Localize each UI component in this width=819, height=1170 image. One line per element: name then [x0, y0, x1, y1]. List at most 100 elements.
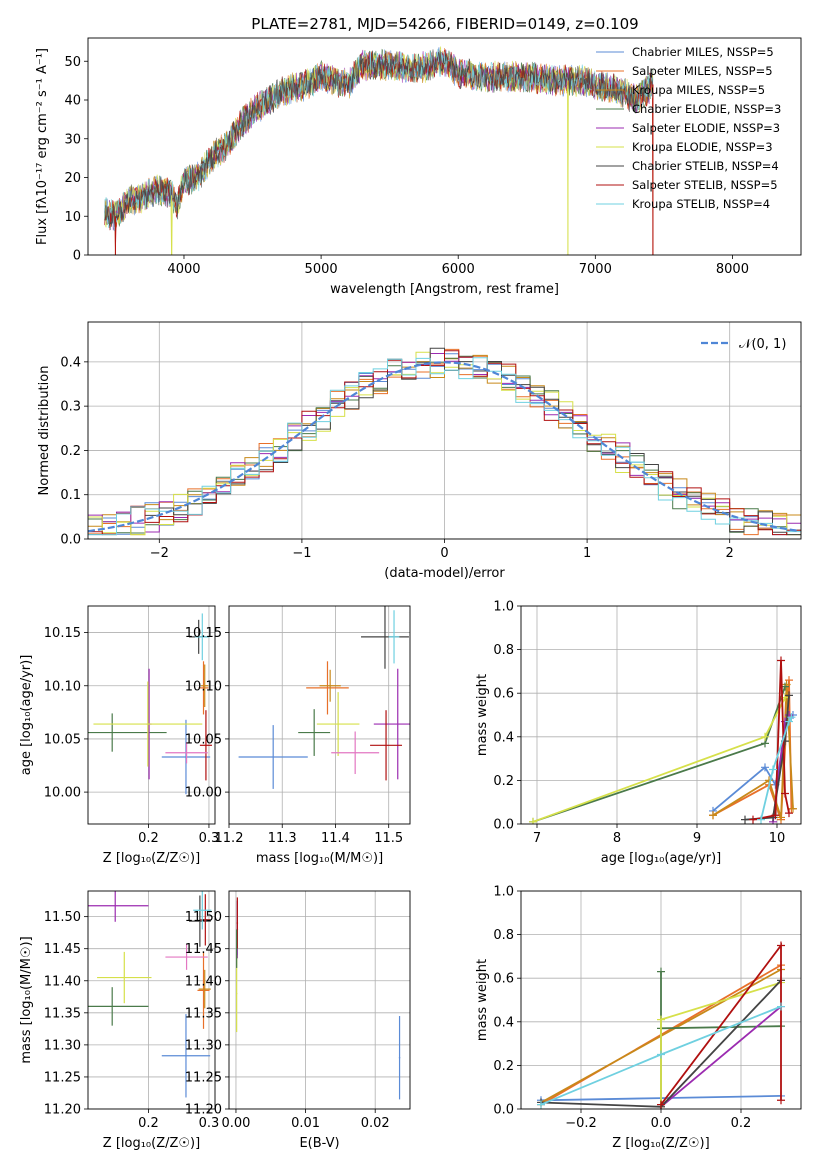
weight-marker	[785, 676, 793, 685]
y-axis-label: mass weight	[475, 674, 490, 756]
y-tick-label: 1.0	[493, 600, 514, 615]
axes-frame	[228, 890, 411, 1110]
weight-marker	[657, 1015, 665, 1024]
x-axis-label: Z [log₁₀(Z/Z☉)]	[612, 1136, 709, 1151]
normal-curve	[88, 361, 799, 533]
y-tick-label: 0.6	[493, 687, 514, 702]
x-tick-label: 0.2	[731, 1116, 752, 1131]
legend-label: Kroupa STELIB, NSSP=4	[632, 197, 770, 211]
weight-line-8	[760, 716, 793, 820]
y-tick-label: 11.45	[185, 942, 222, 957]
weight-marker	[771, 811, 780, 820]
y-tick-label: 0.8	[493, 928, 514, 943]
x-tick-label: 0	[440, 546, 448, 561]
y-tick-label: 11.30	[44, 1038, 81, 1053]
panel-age-vs-mass: 11.2 11.3 11.4 11.5 10.00 10.05 10.10 10.15 mass…	[185, 605, 411, 866]
axes-frame	[87, 321, 802, 540]
y-tick-label: 0.6	[493, 972, 514, 987]
y-tick-label: 11.25	[185, 1070, 222, 1085]
x-tick-label: 0.01	[291, 1116, 320, 1131]
weight-marker	[781, 789, 789, 798]
x-tick-label: 10	[769, 831, 786, 846]
x-tick-label: 0.3	[199, 831, 220, 846]
y-axis-label: Normed distribution	[37, 366, 52, 496]
y-tick-label: 0.2	[493, 1059, 514, 1074]
x-tick-label: 2	[726, 546, 734, 561]
legend-label: Chabrier ELODIE, NSSP=3	[632, 102, 781, 116]
y-tick-label: 0.8	[493, 643, 514, 658]
axes-frame	[87, 890, 216, 1110]
y-tick-label: 0.2	[60, 444, 81, 459]
y-tick-label: 1.0	[493, 885, 514, 900]
plot-area	[229, 891, 410, 1109]
weight-marker	[777, 941, 785, 950]
x-tick-label: −0.2	[565, 1116, 597, 1131]
axes-frame	[228, 605, 411, 825]
plot-area	[229, 606, 410, 824]
weight-line-5	[532, 697, 786, 823]
weight-marker	[789, 804, 797, 813]
panel-weight-vs-Z: −0.2 0.0 0.2 0.0 0.2 0.4 0.6 0.8 1.0 Z [log₁₀(Z/Z…	[475, 885, 802, 1151]
x-axis-label: E(B-V)	[299, 1136, 339, 1151]
legend-label: Kroupa ELODIE, NSSP=3	[632, 140, 773, 154]
x-tick-label: 0.00	[221, 1116, 250, 1131]
legend-label: Salpeter STELIB, NSSP=5	[632, 178, 778, 192]
y-tick-label: 10.15	[185, 626, 222, 641]
x-axis-label: Z [log₁₀(Z/Z☉)]	[103, 1136, 200, 1151]
panel-mass-vs-ebv: 0.00 0.01 0.02 11.20 11.25 11.30 11.35 11.40 11.…	[185, 890, 411, 1151]
weight-marker	[777, 1002, 785, 1011]
weight-marker	[787, 713, 796, 722]
legend-label: Salpeter MILES, NSSP=5	[632, 64, 773, 78]
spectrum-line-6	[104, 49, 654, 229]
y-tick-label: 0.4	[493, 730, 514, 745]
weight-marker	[537, 1100, 545, 1109]
y-tick-label: 0.2	[493, 774, 514, 789]
y-tick-label: 11.40	[185, 974, 222, 989]
x-tick-label: 1	[583, 546, 591, 561]
y-tick-label: 11.50	[185, 910, 222, 925]
axes-frame	[87, 37, 802, 256]
panel-weight-vs-age: 7 8 9 10 0.0 0.2 0.4 0.6 0.8 1.0 age [log₁₀(age/yr…	[475, 600, 802, 866]
x-axis-label: age [log₁₀(age/yr)]	[601, 851, 722, 866]
weight-marker	[757, 815, 765, 824]
y-tick-label: 30	[64, 132, 81, 147]
legend-label: Kroupa MILES, NSSP=5	[632, 83, 765, 97]
weight-marker	[529, 817, 537, 824]
weight-marker	[709, 811, 717, 820]
plot-area	[521, 606, 801, 824]
y-tick-label: 10.05	[44, 732, 81, 747]
y-axis-label: age [log₁₀(age/yr)]	[19, 655, 34, 776]
plot-area	[521, 891, 801, 1109]
weight-marker	[777, 1096, 785, 1105]
panel-spectrum: 4000 5000 6000 7000 8000 0 10 20 30 40 50 wavelengt…	[35, 37, 802, 297]
figure-title: PLATE=2781, MJD=54266, FIBERID=0149, z=0…	[251, 15, 638, 33]
y-tick-label: 0.1	[60, 488, 81, 503]
y-axis-label: Flux [fλ10⁻¹⁷ erg cm⁻² s⁻¹ A⁻¹]	[35, 48, 50, 245]
x-tick-label: 0.2	[138, 1116, 159, 1131]
legend-label: Chabrier MILES, NSSP=5	[632, 45, 774, 59]
panels: 4000 5000 6000 7000 800001020304050wavelengt…	[19, 37, 802, 1151]
x-tick-label: 11.3	[268, 831, 297, 846]
plot-area	[104, 46, 654, 255]
y-tick-label: 11.35	[185, 1006, 222, 1021]
y-tick-label: 0	[73, 249, 81, 264]
y-tick-label: 11.20	[185, 1103, 222, 1118]
y-tick-label: 10.10	[44, 679, 81, 694]
histogram-8	[88, 357, 801, 536]
y-tick-label: 10.15	[44, 626, 81, 641]
y-tick-label: 0.0	[60, 533, 81, 548]
x-tick-label: 0.02	[361, 1116, 390, 1131]
x-axis-label: wavelength [Angstrom, rest frame]	[330, 282, 559, 297]
weight-marker	[657, 967, 665, 976]
y-tick-label: 50	[64, 55, 81, 70]
x-tick-label: 0.3	[199, 1116, 220, 1131]
x-tick-label: 7	[533, 831, 541, 846]
weight-marker	[657, 1100, 665, 1109]
x-tick-label: 8	[613, 831, 621, 846]
x-tick-label: 4000	[167, 262, 200, 277]
plot-area	[88, 606, 215, 824]
y-tick-label: 10.10	[185, 679, 222, 694]
x-tick-label: 8000	[716, 262, 749, 277]
y-tick-label: 0.0	[493, 1103, 514, 1118]
plot-area	[88, 891, 215, 1109]
